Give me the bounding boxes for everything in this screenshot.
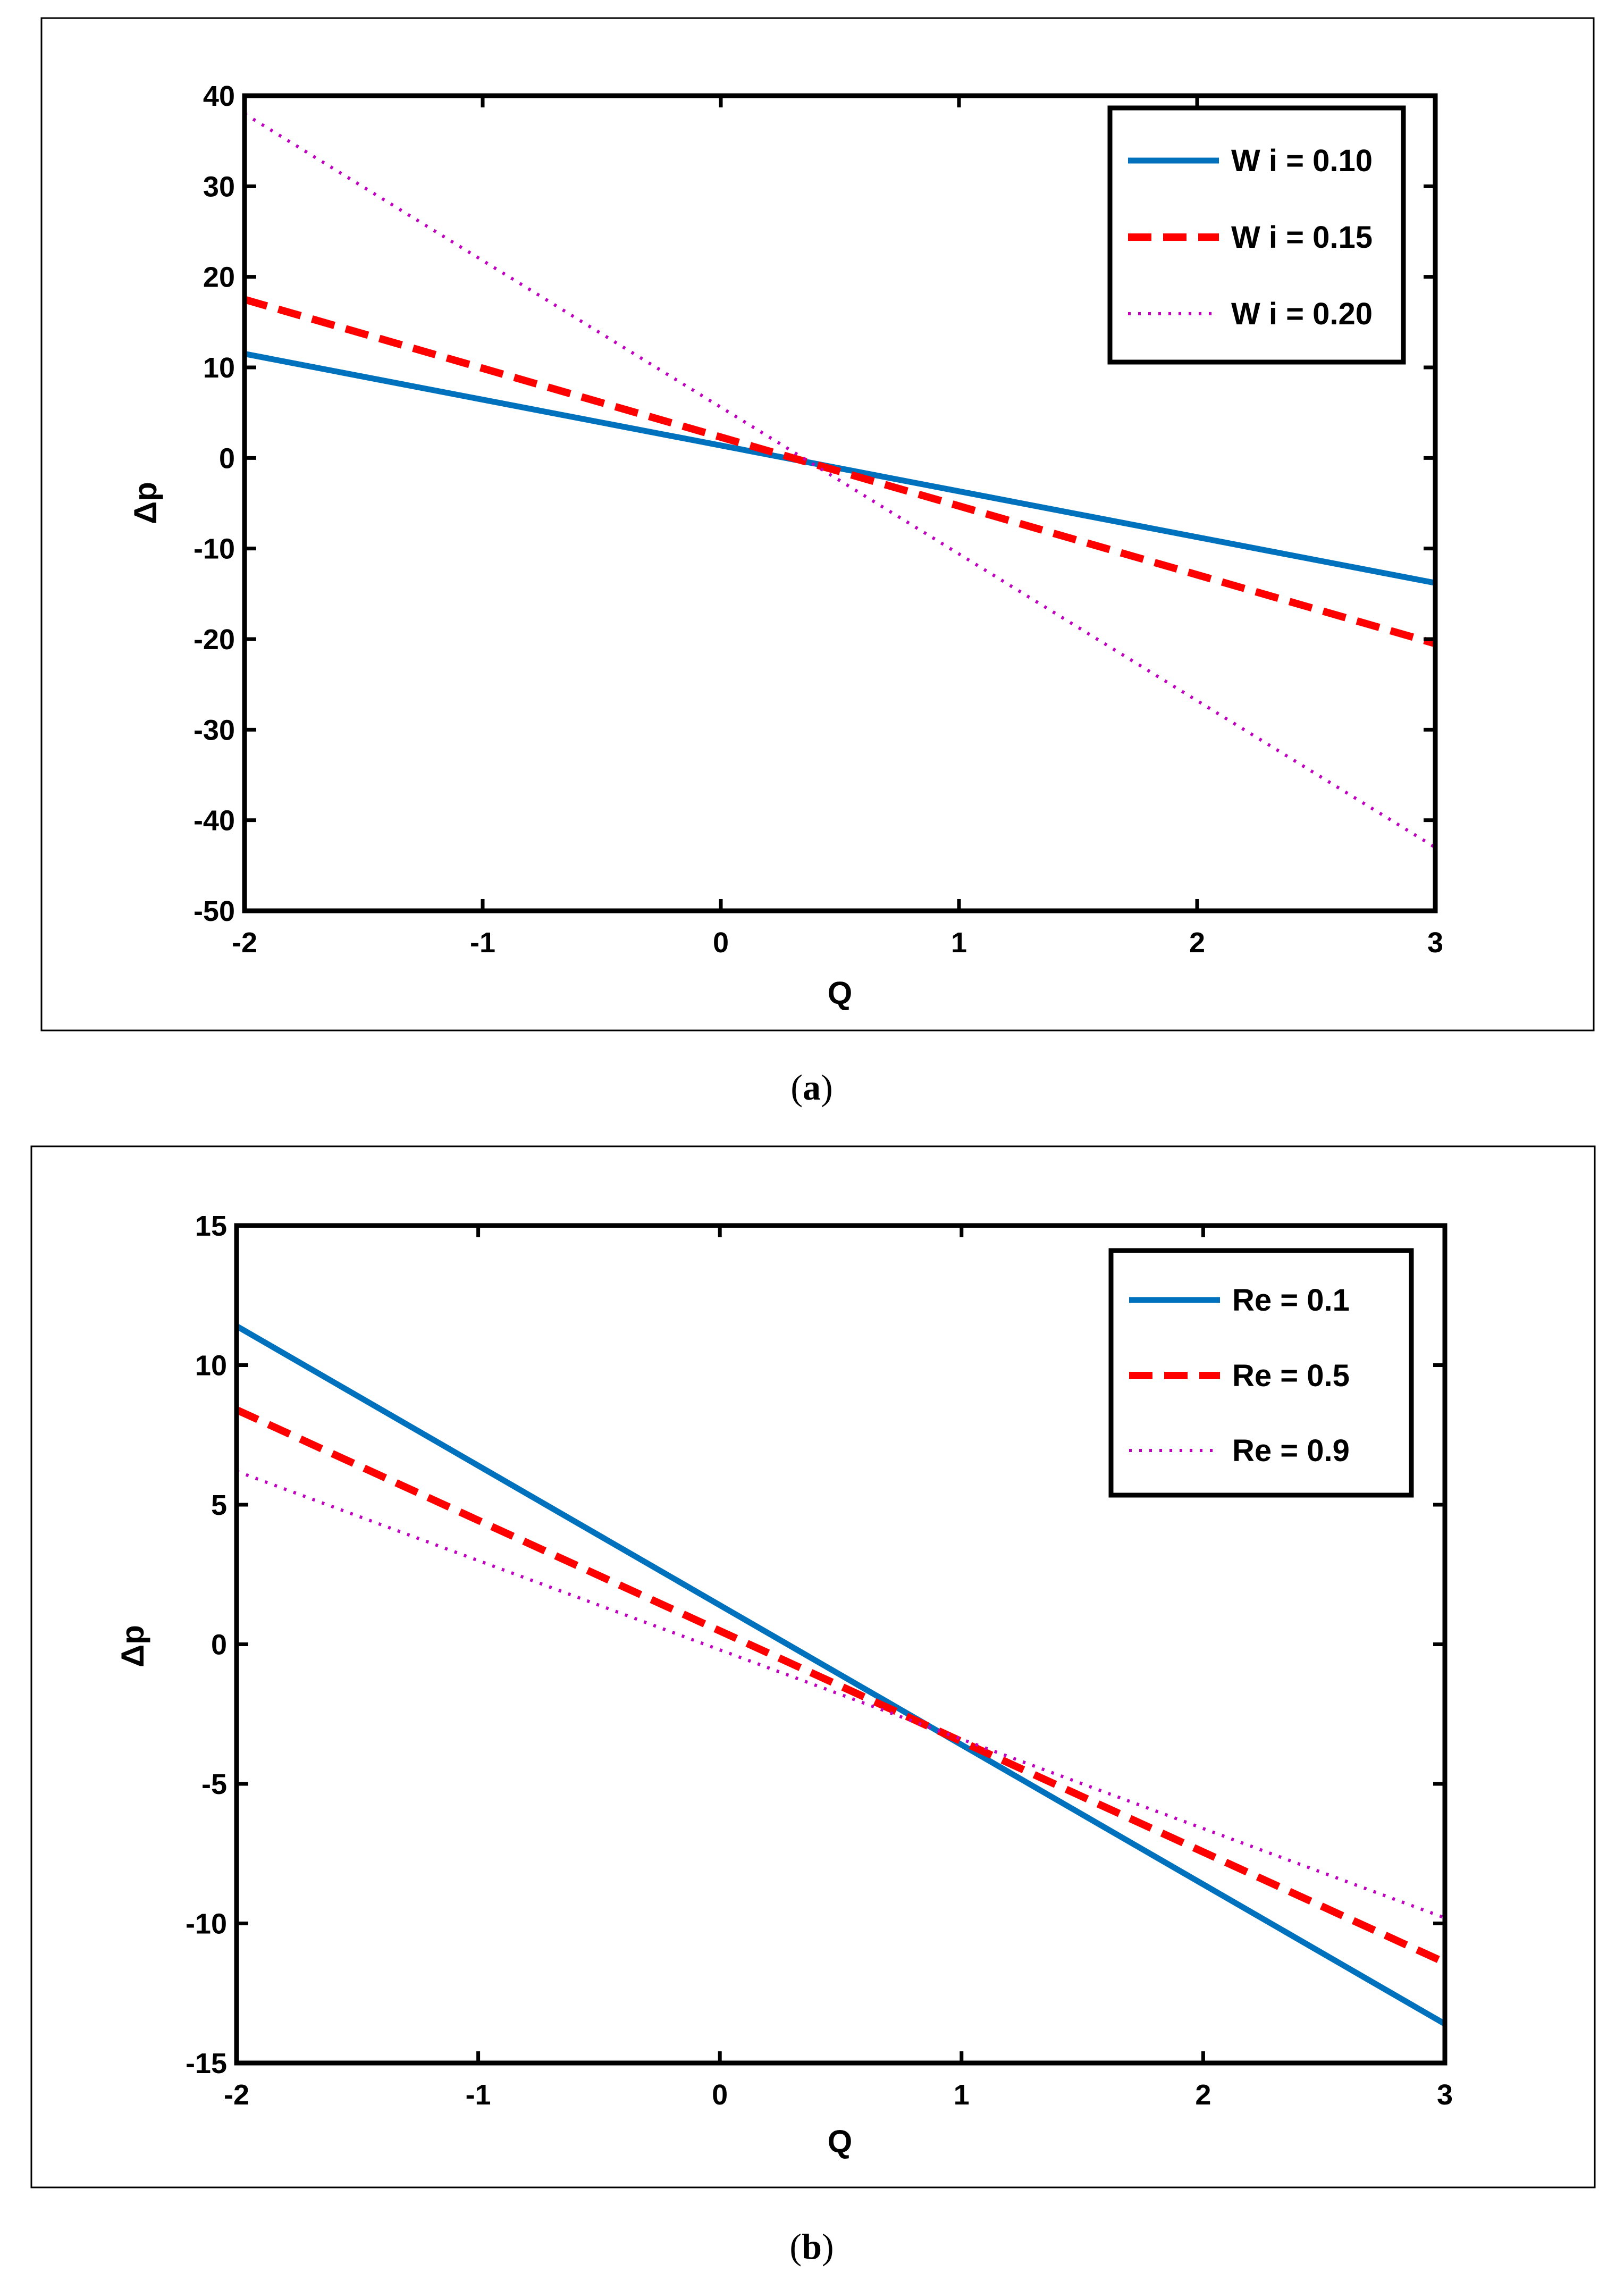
b-xtick-label: -2: [224, 2079, 249, 2111]
b-ytick-label: 15: [195, 1210, 227, 1242]
a-ytick-label: 20: [203, 262, 235, 293]
a-ytick-label: -20: [193, 624, 235, 656]
b-xtick-label: 3: [1437, 2079, 1453, 2111]
a-legend-label-2: W i = 0.15: [1231, 220, 1373, 255]
caption-b: (b): [789, 2226, 834, 2267]
a-yaxis-label: Δp: [128, 482, 163, 524]
a-xtick-label: 1: [951, 927, 967, 959]
b-ytick-label: 5: [211, 1489, 227, 1521]
b-ytick-label: -10: [186, 1908, 227, 1940]
a-xtick-label: -1: [470, 927, 495, 959]
a-ytick-label: 0: [219, 442, 235, 474]
b-xtick-label: -1: [466, 2079, 491, 2111]
a-xtick-label: 3: [1427, 927, 1443, 959]
b-ytick-label: 10: [195, 1350, 227, 1382]
a-ytick-label: 10: [203, 352, 235, 384]
b-yaxis-label: Δp: [115, 1625, 150, 1667]
b-legend-label-1: Re = 0.1: [1232, 1283, 1350, 1318]
b-xtick-label: 2: [1195, 2079, 1211, 2111]
a-xtick-label: -2: [232, 927, 257, 959]
a-ytick-label: -30: [193, 714, 235, 746]
a-ytick-label: 30: [203, 171, 235, 203]
a-legend-label-1: W i = 0.10: [1231, 144, 1373, 178]
b-xtick-label: 1: [954, 2079, 970, 2111]
a-xaxis-label: Q: [828, 975, 853, 1011]
a-ytick-label: -50: [193, 895, 235, 927]
a-ytick-label: -40: [193, 805, 235, 837]
a-axes-box: [242, 93, 1438, 913]
b-ytick-label: 0: [211, 1629, 227, 1661]
b-series-line-3: [237, 1470, 1445, 1919]
a-xtick-label: 0: [713, 927, 729, 959]
a-series-line-2: [245, 296, 1435, 648]
b-legend-box: [1108, 1248, 1414, 1498]
b-ytick-label: -15: [186, 2048, 227, 2079]
b-ytick-label: -5: [201, 1768, 227, 1800]
a-ytick-label: -10: [193, 533, 235, 565]
b-xaxis-label: Q: [828, 2124, 853, 2159]
a-series-line-3: [245, 112, 1435, 849]
b-xtick-label: 0: [712, 2079, 728, 2111]
caption-a: (a): [790, 1067, 832, 1108]
caption-b-letter: b: [802, 2226, 822, 2267]
a-legend-label-3: W i = 0.20: [1231, 297, 1373, 331]
b-series-line-1: [237, 1323, 1445, 2027]
a-xtick-label: 2: [1189, 927, 1205, 959]
b-legend-label-2: Re = 0.5: [1232, 1358, 1350, 1393]
b-series-line-2: [237, 1406, 1445, 1966]
b-legend-label-3: Re = 0.9: [1232, 1433, 1350, 1468]
a-legend-box: [1107, 105, 1406, 365]
a-ytick-label: 40: [203, 80, 235, 112]
caption-a-letter: a: [803, 1067, 821, 1108]
